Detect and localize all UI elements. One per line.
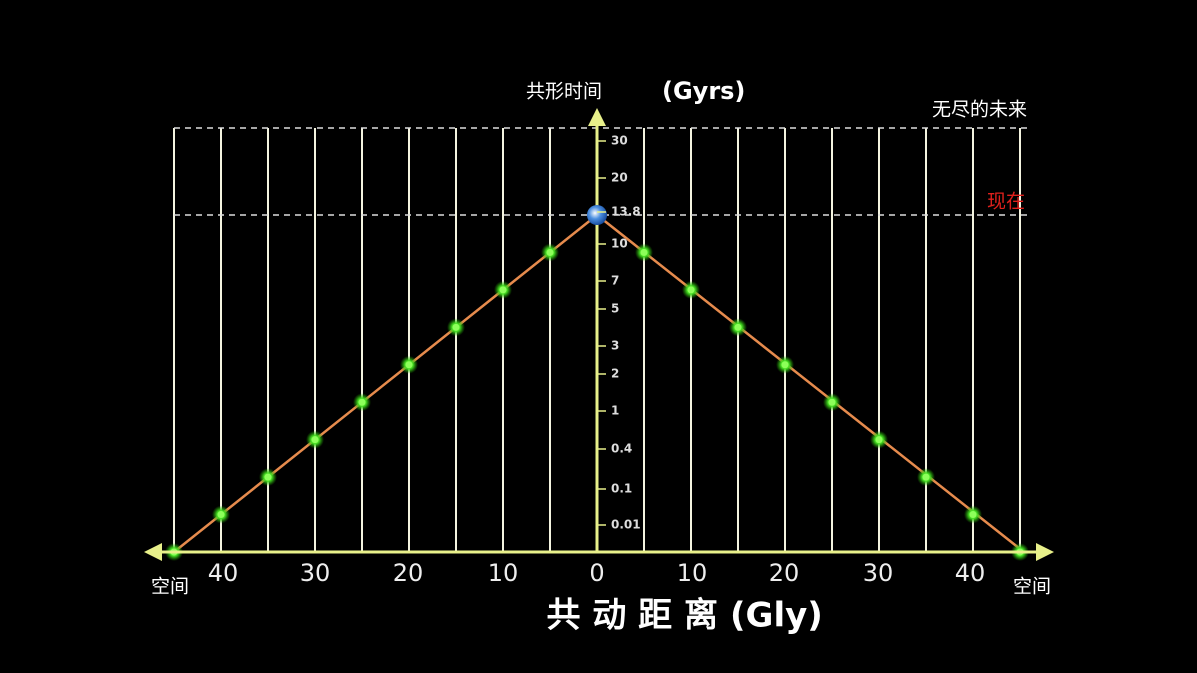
galaxies [165, 243, 1029, 561]
y-tick-label: 13.8 [611, 205, 641, 219]
space-label-right: 空间 [1013, 576, 1051, 598]
y-tick-label: 5 [611, 302, 619, 316]
y-tick-label: 20 [611, 171, 628, 185]
x-tick-label: 10 [488, 559, 519, 587]
y-tick-label: 7 [611, 274, 619, 288]
x-axis-unit: (Gly) [730, 596, 823, 636]
x-tick-label: 40 [955, 559, 986, 587]
x-tick-label: 30 [300, 559, 331, 587]
galaxy [734, 323, 742, 331]
y-axis-label: 共形时间 [526, 81, 602, 103]
space-label-left: 空间 [151, 576, 189, 598]
x-axis-label: 共 动 距 离 [546, 596, 718, 636]
y-tick-label: 0.01 [611, 518, 641, 532]
earth [587, 205, 607, 225]
y-tick-label: 30 [611, 134, 628, 148]
x-tick-label: 20 [393, 559, 424, 587]
galaxy [217, 511, 225, 519]
future-label: 无尽的未来 [932, 99, 1027, 121]
galaxy [358, 398, 366, 406]
y-tick-label: 2 [611, 367, 619, 381]
galaxy [875, 436, 883, 444]
x-tick-label: 0 [589, 559, 604, 587]
galaxy [264, 473, 272, 481]
x-arrow-left [144, 543, 162, 561]
galaxy [828, 398, 836, 406]
y-tick-label: 0.4 [611, 442, 632, 456]
galaxy [452, 323, 460, 331]
galaxy [311, 436, 319, 444]
galaxy [640, 248, 648, 256]
x-tick-label: 20 [769, 559, 800, 587]
y-tick-label: 10 [611, 237, 628, 251]
y-tick-label: 3 [611, 339, 619, 353]
y-ticks: 30 20 13.8 10 7 5 3 2 1 0.4 0.1 0.01 [597, 134, 641, 532]
galaxy [499, 286, 507, 294]
galaxy [546, 248, 554, 256]
galaxy [687, 286, 695, 294]
grid [173, 128, 1021, 552]
x-tick-label: 10 [677, 559, 708, 587]
y-tick-label: 0.1 [611, 482, 632, 496]
x-arrow-right [1036, 543, 1054, 561]
galaxy [781, 361, 789, 369]
galaxy [922, 473, 930, 481]
x-tick-label: 40 [208, 559, 239, 587]
x-tick-label: 30 [863, 559, 894, 587]
y-tick-label: 1 [611, 404, 619, 418]
now-label: 现在 [987, 191, 1025, 213]
galaxy [969, 511, 977, 519]
y-axis-unit: (Gyrs) [662, 77, 745, 105]
y-arrow [588, 108, 606, 126]
x-ticks: 40 30 20 10 0 10 20 30 40 [208, 559, 986, 587]
galaxy [405, 361, 413, 369]
